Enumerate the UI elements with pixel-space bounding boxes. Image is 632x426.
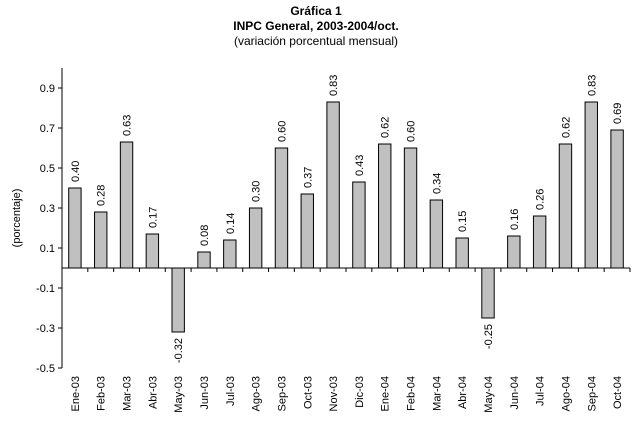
data-label: 0.14	[225, 213, 237, 234]
x-tick-label: Abr-04	[457, 376, 469, 409]
x-tick-label: Ago-04	[560, 376, 572, 411]
data-label: -0.32	[173, 338, 185, 363]
data-label: -0.25	[483, 324, 495, 349]
data-label: 0.60	[276, 121, 288, 142]
bar	[171, 267, 185, 333]
x-tick-label: Oct-04	[612, 376, 624, 409]
data-label: 0.34	[431, 173, 443, 194]
chart-subtitle-secondary: (variación porcentual mensual)	[233, 34, 399, 48]
x-tick-label: May-04	[483, 376, 495, 413]
data-label: 0.17	[147, 207, 159, 228]
x-tick-label: Sep-04	[586, 376, 598, 411]
bar	[197, 251, 211, 269]
x-tick-label: Jun-04	[509, 376, 521, 410]
data-label: 0.08	[199, 225, 211, 246]
bar	[610, 129, 624, 269]
y-tick-label: 0.9	[40, 83, 55, 95]
bar	[94, 211, 108, 269]
data-label: 0.69	[612, 103, 624, 124]
data-label: 0.40	[70, 161, 82, 182]
x-tick-label: Jul-04	[535, 376, 547, 406]
bar	[326, 101, 340, 269]
y-tick-label: 0.5	[40, 163, 55, 175]
y-tick-label: 0.3	[40, 203, 55, 215]
data-label: 0.26	[535, 189, 547, 210]
bar	[584, 101, 598, 269]
bar	[119, 141, 134, 269]
data-label: 0.28	[96, 185, 108, 206]
bar	[455, 237, 469, 269]
data-label: 0.62	[380, 117, 392, 138]
bar	[352, 181, 366, 269]
data-label: 0.60	[406, 121, 418, 142]
x-tick-label: Sep-03	[276, 376, 288, 411]
data-label: 0.30	[251, 181, 263, 202]
data-label: 0.83	[328, 75, 340, 96]
y-tick-label: -0.5	[36, 363, 55, 375]
bar	[68, 187, 82, 269]
x-tick-label: Mar-03	[122, 376, 134, 411]
y-tick-label: 0.7	[40, 123, 55, 135]
x-tick-label: Abr-03	[147, 376, 159, 409]
x-tick-label: Oct-03	[302, 376, 314, 409]
chart-title-block: Gráfica 1 INPC General, 2003-2004/oct. (…	[0, 4, 632, 49]
bar	[145, 233, 160, 269]
x-tick-label: Nov-03	[328, 376, 340, 411]
y-tick-label: 0.1	[40, 243, 55, 255]
bar	[481, 267, 495, 319]
x-tick-label: Jul-03	[225, 376, 237, 406]
data-label: 0.43	[354, 155, 366, 176]
bar	[300, 193, 314, 269]
x-tick-label: Ene-04	[380, 376, 392, 411]
bar	[223, 239, 237, 269]
bar	[378, 143, 392, 269]
x-tick-label: Jun-03	[199, 376, 211, 410]
y-tick-label: -0.1	[36, 283, 55, 295]
data-label: 0.16	[509, 209, 521, 230]
y-axis-label: (porcentaje)	[11, 189, 23, 248]
x-tick-label: May-03	[173, 376, 185, 413]
x-tick-label: Dic-03	[354, 376, 366, 408]
y-tick-label: -0.3	[36, 323, 55, 335]
data-label: 0.62	[560, 117, 572, 138]
bar	[558, 143, 573, 269]
x-tick-label: Feb-04	[406, 376, 418, 411]
x-tick-label: Ene-03	[70, 376, 82, 411]
x-tick-label: Ago-03	[251, 376, 263, 411]
bar	[248, 207, 263, 269]
chart-subtitle: INPC General, 2003-2004/oct.	[233, 19, 399, 33]
data-label: 0.15	[457, 211, 469, 232]
data-label: 0.83	[586, 75, 598, 96]
data-label: 0.37	[302, 167, 314, 188]
bar	[507, 235, 521, 269]
bar	[403, 147, 418, 269]
bar	[532, 215, 547, 269]
bar	[274, 147, 289, 269]
x-tick-label: Mar-04	[431, 376, 443, 411]
bar	[429, 199, 444, 269]
chart-title: Gráfica 1	[290, 4, 342, 18]
data-label: 0.63	[122, 115, 134, 136]
x-tick-label: Feb-03	[96, 376, 108, 411]
